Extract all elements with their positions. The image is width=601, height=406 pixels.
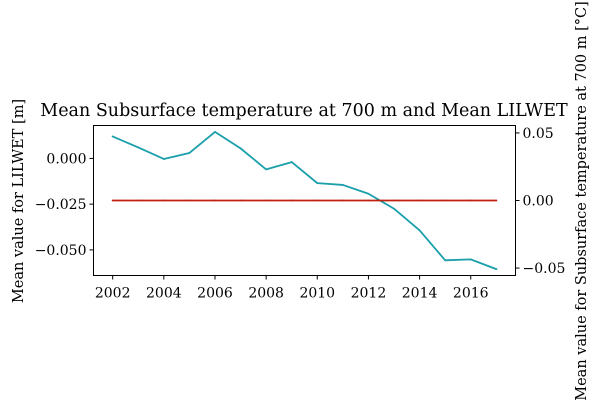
series-1-point <box>188 199 191 202</box>
series-1-point <box>341 199 344 202</box>
y-left-tick-label: −0.025 <box>35 197 87 213</box>
series-1-point <box>290 199 293 202</box>
series-1-point <box>137 199 140 202</box>
series-1-point <box>495 199 498 202</box>
x-tick-label: 2016 <box>453 286 489 302</box>
y-axis-left-title: Mean value for LILWET [m] <box>11 99 27 303</box>
series-0-point <box>214 131 216 133</box>
series-0-point <box>444 259 447 262</box>
series-0-point <box>290 161 293 163</box>
x-tick-label: 2008 <box>248 286 284 302</box>
x-tick-label: 2010 <box>299 286 335 302</box>
x-axis: 2002 2004 2006 2008 2010 2012 2014 2016 <box>95 275 489 302</box>
x-tick-label: 2006 <box>197 286 233 302</box>
y-right-tick-label: −0.05 <box>523 261 566 277</box>
series-0-point <box>418 229 421 232</box>
series-1-point <box>111 199 114 202</box>
series-0-point <box>341 184 344 186</box>
chart-title: Mean Subsurface temperature at 700 m and… <box>40 101 568 121</box>
y-left-tick-label: 0.000 <box>46 151 86 167</box>
series-0-point <box>495 268 498 270</box>
series-line-0-left-axis <box>111 130 498 271</box>
series-0-point <box>239 147 242 150</box>
series-0-point <box>316 182 319 185</box>
series-0-point <box>111 135 114 138</box>
series-0-point <box>367 192 370 195</box>
series-1-point <box>367 199 370 202</box>
x-tick-label: 2012 <box>351 286 387 302</box>
x-tick-label: 2002 <box>95 286 131 302</box>
y-axis-right: 0.05 0.00 −0.05 <box>515 126 566 277</box>
series-0-point <box>162 158 165 160</box>
series-1-point <box>239 199 242 202</box>
x-tick-label: 2004 <box>146 286 182 302</box>
y-axis-left: 0.000 −0.025 −0.050 <box>35 151 94 259</box>
series-0-point <box>137 146 140 149</box>
series-0-point <box>188 152 191 154</box>
series-1-point <box>162 199 165 202</box>
y-right-tick-label: 0.05 <box>523 126 554 142</box>
series-1-point <box>469 199 472 202</box>
y-axis-right-title: Mean value for Subsurface temperature at… <box>574 1 590 401</box>
x-tick-label: 2014 <box>402 286 438 302</box>
series-0-point <box>393 207 395 210</box>
y-right-tick-label: 0.00 <box>523 194 554 210</box>
series-1-point <box>418 199 421 202</box>
series-1-point <box>444 199 447 202</box>
series-1-point <box>214 199 216 202</box>
series-1-point <box>316 199 319 202</box>
series-1-point <box>265 199 268 202</box>
series-0-point <box>469 258 472 261</box>
y-left-tick-label: −0.050 <box>35 243 87 259</box>
series-0-point <box>265 168 268 171</box>
series-layer <box>111 130 498 271</box>
series-1-point <box>393 199 395 202</box>
